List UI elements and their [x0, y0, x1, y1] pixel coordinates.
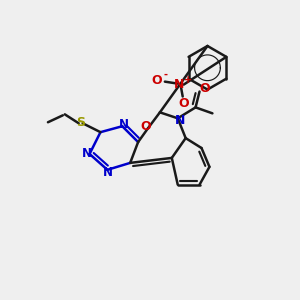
Text: N: N — [119, 118, 129, 131]
Text: N: N — [173, 78, 184, 91]
Text: N: N — [175, 114, 185, 127]
Text: O: O — [178, 97, 189, 110]
Text: N: N — [82, 148, 92, 160]
Text: O: O — [199, 82, 210, 95]
Text: O: O — [152, 74, 162, 87]
Text: -: - — [164, 70, 168, 80]
Text: N: N — [102, 166, 112, 179]
Text: S: S — [76, 116, 85, 129]
Text: +: + — [184, 75, 192, 85]
Text: O: O — [141, 120, 151, 133]
